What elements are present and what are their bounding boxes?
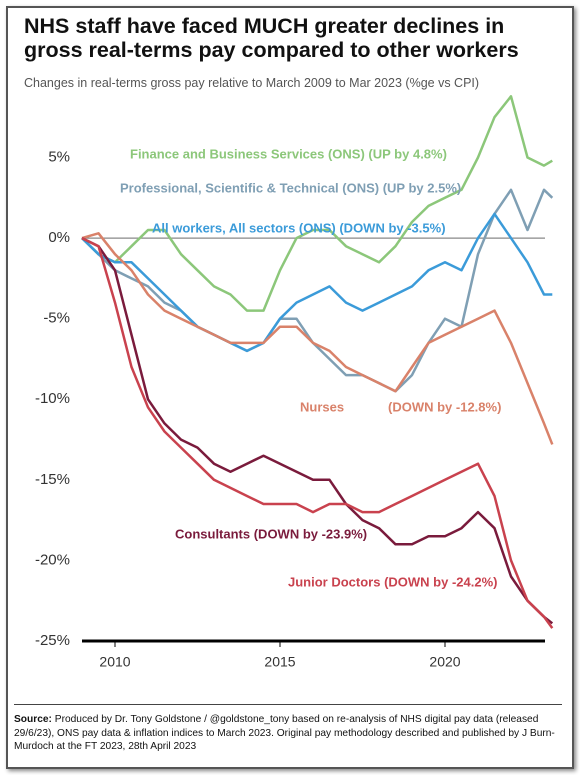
title-line: gross real-terms pay compared to other w… — [24, 38, 519, 62]
footer: Source: Produced by Dr. Tony Goldstone /… — [14, 704, 562, 754]
y-tick-label: 0% — [48, 229, 70, 246]
series-line — [81, 232, 554, 445]
series-label: Finance and Business Services (ONS) (UP … — [130, 146, 447, 161]
y-tick-label: -20% — [35, 551, 70, 568]
series-label: Consultants (DOWN by -23.9%) — [175, 526, 367, 541]
y-tick-label: -5% — [43, 310, 70, 327]
series-line — [81, 188, 554, 393]
series-label: Professional, Scientific & Technical (ON… — [120, 180, 461, 195]
series-annotation: (DOWN by -12.8%) — [388, 399, 501, 414]
source-text: Produced by Dr. Tony Goldstone / @goldst… — [14, 714, 555, 752]
y-tick-label: -25% — [35, 632, 70, 649]
x-tick-label: 2020 — [429, 654, 460, 670]
x-tick-label: 2010 — [99, 654, 130, 670]
series-line — [81, 236, 554, 625]
y-tick-label: -10% — [35, 390, 70, 407]
series-label: Nurses — [300, 399, 344, 414]
chart-title: NHS staff have faced MUCH greater declin… — [24, 14, 519, 62]
series-label: All workers, All sectors (ONS) (DOWN by … — [152, 220, 446, 235]
series-label: Junior Doctors (DOWN by -24.2%) — [288, 574, 497, 589]
y-tick-label: 5% — [48, 148, 70, 165]
series-line — [81, 212, 553, 353]
title-line: NHS staff have faced MUCH greater declin… — [24, 14, 505, 38]
chart: 5% 0% -5% -10% -15% -20% -25% 2010 2015 2020 Finan… — [35, 95, 554, 670]
y-tick-label: -15% — [35, 471, 70, 488]
series-line — [81, 95, 553, 312]
source-label: Source: — [14, 714, 52, 725]
series-line — [81, 236, 554, 629]
x-tick-label: 2015 — [264, 654, 295, 670]
chart-subtitle: Changes in real-terms gross pay relative… — [24, 76, 480, 90]
